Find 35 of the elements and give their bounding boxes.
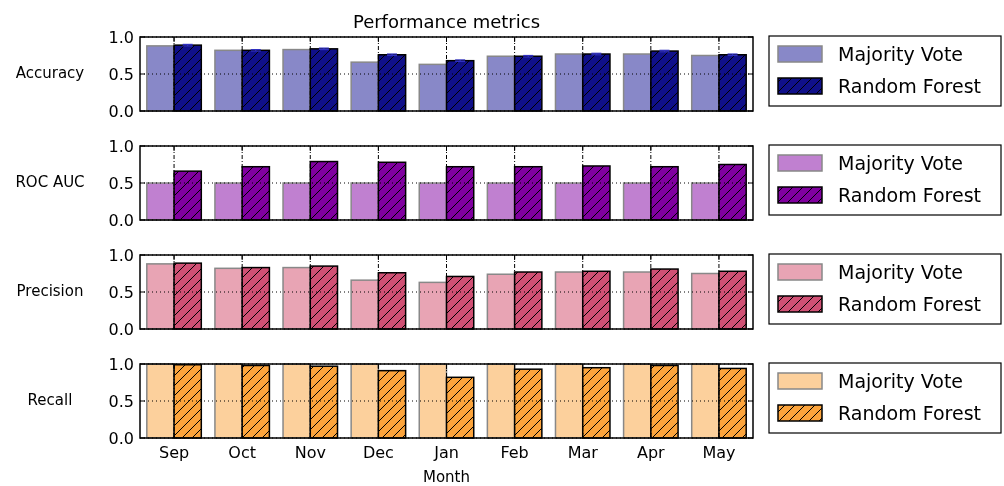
legend-label: Majority Vote (838, 260, 964, 283)
x-tick-label: Apr (636, 443, 666, 462)
y-axis-title: Precision (16, 282, 84, 300)
x-tick-label: May (702, 443, 736, 462)
y-tick-label: 1.0 (108, 245, 134, 265)
y-tick-label: 0.5 (108, 391, 134, 411)
x-tick-label: Sep (158, 443, 190, 462)
legend-label: Majority Vote (838, 369, 964, 392)
y-axis-title: Accuracy (15, 64, 85, 82)
y-tick-label: 0.5 (108, 282, 134, 302)
x-axis-title: Month (422, 468, 471, 486)
y-axis-title: Recall (27, 391, 73, 409)
y-axis-title: ROC AUC (15, 173, 85, 191)
legend-label: Random Forest (838, 183, 982, 206)
legend-label: Random Forest (838, 292, 982, 315)
y-tick-label: 0.5 (108, 64, 134, 84)
y-tick-label: 0.5 (108, 173, 134, 193)
x-tick-label: Oct (228, 443, 256, 462)
chart-title: Performance metrics (352, 11, 541, 32)
y-tick-label: 1.0 (108, 27, 134, 47)
legend-label: Majority Vote (838, 42, 964, 65)
legend-label: Random Forest (838, 401, 982, 424)
legend-label: Majority Vote (838, 151, 964, 174)
legend-label: Random Forest (838, 74, 982, 97)
y-tick-label: 0.0 (108, 428, 134, 448)
y-tick-label: 0.0 (108, 319, 134, 339)
x-tick-label: Dec (362, 443, 394, 462)
x-tick-label: Nov (294, 443, 326, 462)
y-tick-label: 0.0 (108, 101, 134, 121)
y-tick-label: 0.0 (108, 210, 134, 230)
y-tick-label: 1.0 (108, 354, 134, 374)
x-tick-label: Jan (433, 443, 459, 462)
y-tick-label: 1.0 (108, 136, 134, 156)
x-tick-label: Mar (567, 443, 599, 462)
x-tick-label: Feb (500, 443, 529, 462)
